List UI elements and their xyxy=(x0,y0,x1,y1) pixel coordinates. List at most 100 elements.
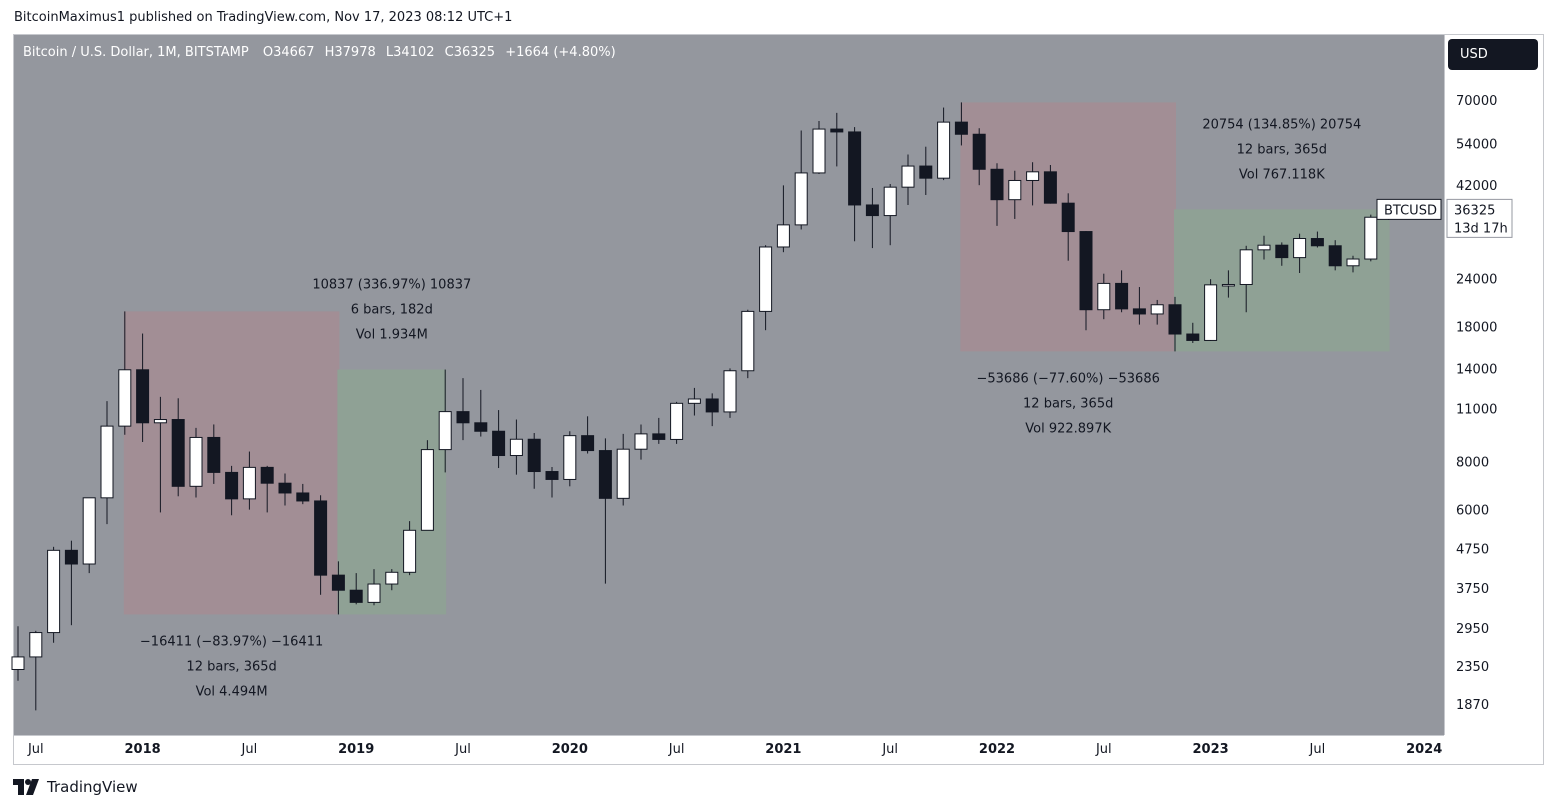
candle[interactable] xyxy=(278,473,292,506)
candle[interactable] xyxy=(563,431,577,487)
candle[interactable] xyxy=(1204,279,1218,341)
candle[interactable] xyxy=(1079,231,1093,331)
candle[interactable] xyxy=(420,440,434,531)
candle[interactable] xyxy=(11,626,25,681)
time-axis[interactable] xyxy=(14,735,1444,764)
candle[interactable] xyxy=(1346,255,1360,273)
candle[interactable] xyxy=(901,154,915,205)
candle[interactable] xyxy=(705,393,719,427)
candle[interactable] xyxy=(296,483,310,505)
candle[interactable] xyxy=(1132,287,1146,325)
candle[interactable] xyxy=(225,465,239,516)
candle[interactable] xyxy=(260,465,274,513)
candle[interactable] xyxy=(972,128,986,186)
candle[interactable] xyxy=(1115,270,1129,313)
candle-body-up xyxy=(47,549,61,634)
candle[interactable] xyxy=(812,121,826,175)
candle[interactable] xyxy=(848,127,862,242)
open-label: O xyxy=(262,45,274,60)
candle[interactable] xyxy=(1043,165,1057,204)
candle[interactable] xyxy=(100,401,114,525)
candle[interactable] xyxy=(598,438,612,584)
candle[interactable] xyxy=(367,569,381,606)
candle[interactable] xyxy=(1293,233,1307,274)
candle[interactable] xyxy=(385,569,399,591)
candle[interactable] xyxy=(634,424,648,460)
candle[interactable] xyxy=(456,378,470,441)
candle[interactable] xyxy=(883,183,897,246)
low-label: L xyxy=(385,45,394,60)
candle[interactable] xyxy=(937,107,951,181)
price-axis[interactable] xyxy=(1444,35,1543,735)
candle[interactable] xyxy=(47,546,61,643)
candle[interactable] xyxy=(723,368,737,418)
candle[interactable] xyxy=(1364,214,1378,262)
candle[interactable] xyxy=(954,102,968,146)
candle-body-down xyxy=(331,574,345,591)
candle[interactable] xyxy=(527,432,541,489)
candle[interactable] xyxy=(1239,245,1253,313)
candle[interactable] xyxy=(242,451,256,510)
candle[interactable] xyxy=(759,245,773,331)
candle[interactable] xyxy=(581,416,595,454)
candle[interactable] xyxy=(403,521,417,576)
candle-body-down xyxy=(865,204,879,217)
candle[interactable] xyxy=(136,333,150,443)
candle-body-up xyxy=(1364,216,1378,260)
candle[interactable] xyxy=(474,389,488,437)
candle-body-down xyxy=(598,450,612,499)
candle[interactable] xyxy=(438,369,452,473)
candle[interactable] xyxy=(331,561,345,615)
candle[interactable] xyxy=(118,311,132,435)
candle[interactable] xyxy=(1310,231,1324,248)
x-tick-label: 2019 xyxy=(338,742,374,757)
candle[interactable] xyxy=(1328,240,1342,271)
candle[interactable] xyxy=(616,433,630,506)
candle-body-up xyxy=(420,449,434,531)
candle[interactable] xyxy=(545,466,559,498)
candle[interactable] xyxy=(492,410,506,469)
candle[interactable] xyxy=(349,573,363,605)
candle[interactable] xyxy=(509,419,523,475)
currency-button[interactable]: USD xyxy=(1448,39,1538,70)
candle[interactable] xyxy=(687,387,701,416)
candle[interactable] xyxy=(171,398,185,497)
candle-body-up xyxy=(1346,258,1360,267)
candle[interactable] xyxy=(153,396,167,513)
candle[interactable] xyxy=(741,309,755,379)
candle[interactable] xyxy=(1275,242,1289,266)
candle[interactable] xyxy=(64,540,78,626)
candle[interactable] xyxy=(1150,299,1164,325)
tradingview-logo[interactable]: TradingView xyxy=(13,778,138,796)
candles xyxy=(11,102,1396,711)
candle[interactable] xyxy=(1221,270,1235,298)
candle[interactable] xyxy=(29,630,43,711)
range-label-1-line-3: Vol 4.494M xyxy=(196,684,268,699)
candle[interactable] xyxy=(82,497,96,574)
range-box-1[interactable] xyxy=(123,311,340,615)
candle[interactable] xyxy=(1186,322,1200,343)
candle[interactable] xyxy=(794,130,808,230)
candle-body-up xyxy=(616,448,630,499)
candle[interactable] xyxy=(1097,273,1111,320)
candle[interactable] xyxy=(189,427,203,498)
candle[interactable] xyxy=(314,495,328,595)
candle[interactable] xyxy=(1168,296,1182,352)
candle[interactable] xyxy=(1257,235,1271,260)
x-tick-label: Jul xyxy=(1309,742,1326,757)
candle[interactable] xyxy=(1008,170,1022,219)
candle[interactable] xyxy=(670,401,684,444)
candle[interactable] xyxy=(990,163,1004,226)
candle[interactable] xyxy=(652,417,666,444)
candle[interactable] xyxy=(830,112,844,167)
candle[interactable] xyxy=(1061,193,1075,261)
candle[interactable] xyxy=(919,146,933,195)
candle[interactable] xyxy=(1026,162,1040,206)
candle[interactable] xyxy=(865,187,879,249)
candle-body-down xyxy=(1275,244,1289,259)
range-label-1-line-1: −16411 (−83.97%) −16411 xyxy=(140,634,323,649)
candle[interactable] xyxy=(207,424,221,484)
candle[interactable] xyxy=(776,185,790,253)
candle-body-down xyxy=(136,369,150,424)
candle-body-up xyxy=(883,186,897,217)
